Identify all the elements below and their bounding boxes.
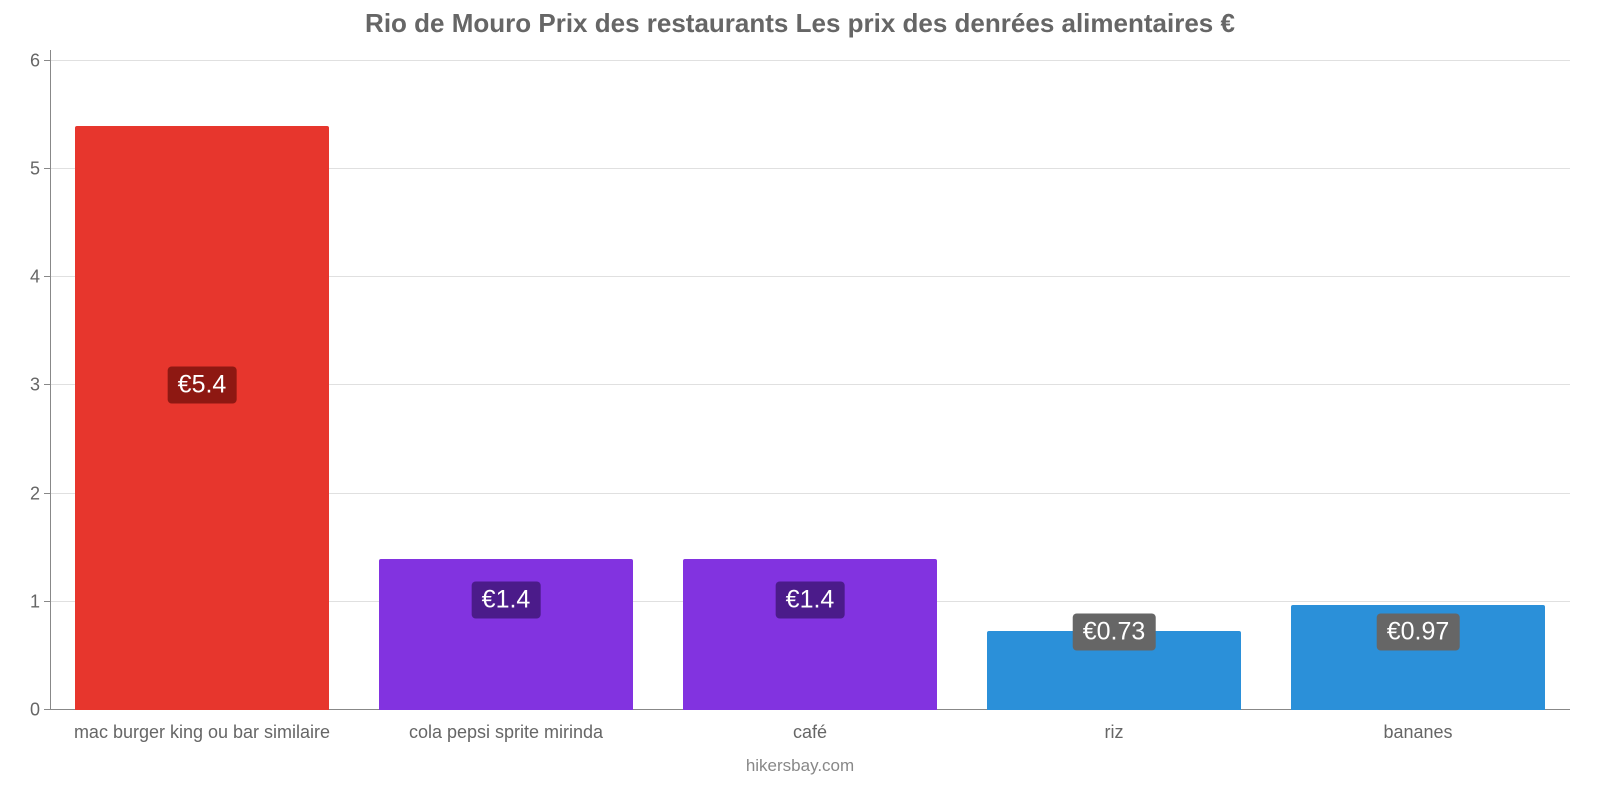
y-tick-label: 3 — [30, 375, 50, 396]
value-badge: €0.73 — [1073, 614, 1156, 651]
bar-slot: €0.97 — [1266, 50, 1570, 710]
x-axis-labels: mac burger king ou bar similairecola pep… — [50, 722, 1570, 743]
y-tick-label: 0 — [30, 700, 50, 721]
bars-row: €5.4 €1.4 €1.4 €0.73 €0.97 — [50, 50, 1570, 710]
x-axis-label: bananes — [1266, 722, 1570, 743]
x-axis-label: cola pepsi sprite mirinda — [354, 722, 658, 743]
bar-slot: €0.73 — [962, 50, 1266, 710]
value-badge: €0.97 — [1377, 614, 1460, 651]
y-tick-label: 2 — [30, 483, 50, 504]
y-tick-label: 1 — [30, 591, 50, 612]
chart-title: Rio de Mouro Prix des restaurants Les pr… — [0, 8, 1600, 39]
x-axis-label: mac burger king ou bar similaire — [50, 722, 354, 743]
x-axis-label: café — [658, 722, 962, 743]
x-axis-label: riz — [962, 722, 1266, 743]
price-bar-chart: Rio de Mouro Prix des restaurants Les pr… — [0, 0, 1600, 800]
value-badge: €1.4 — [472, 581, 541, 618]
value-badge: €5.4 — [168, 367, 237, 404]
bar — [75, 126, 329, 710]
y-tick-label: 5 — [30, 159, 50, 180]
value-badge: €1.4 — [776, 581, 845, 618]
y-tick-label: 4 — [30, 267, 50, 288]
plot-area: €5.4€1.4€1.4€0.73€0.97 0123456 — [50, 50, 1570, 710]
chart-attribution: hikersbay.com — [0, 756, 1600, 776]
bar-slot: €1.4 — [354, 50, 658, 710]
y-tick-label: 6 — [30, 50, 50, 71]
bar-slot: €5.4 — [50, 50, 354, 710]
bar-slot: €1.4 — [658, 50, 962, 710]
